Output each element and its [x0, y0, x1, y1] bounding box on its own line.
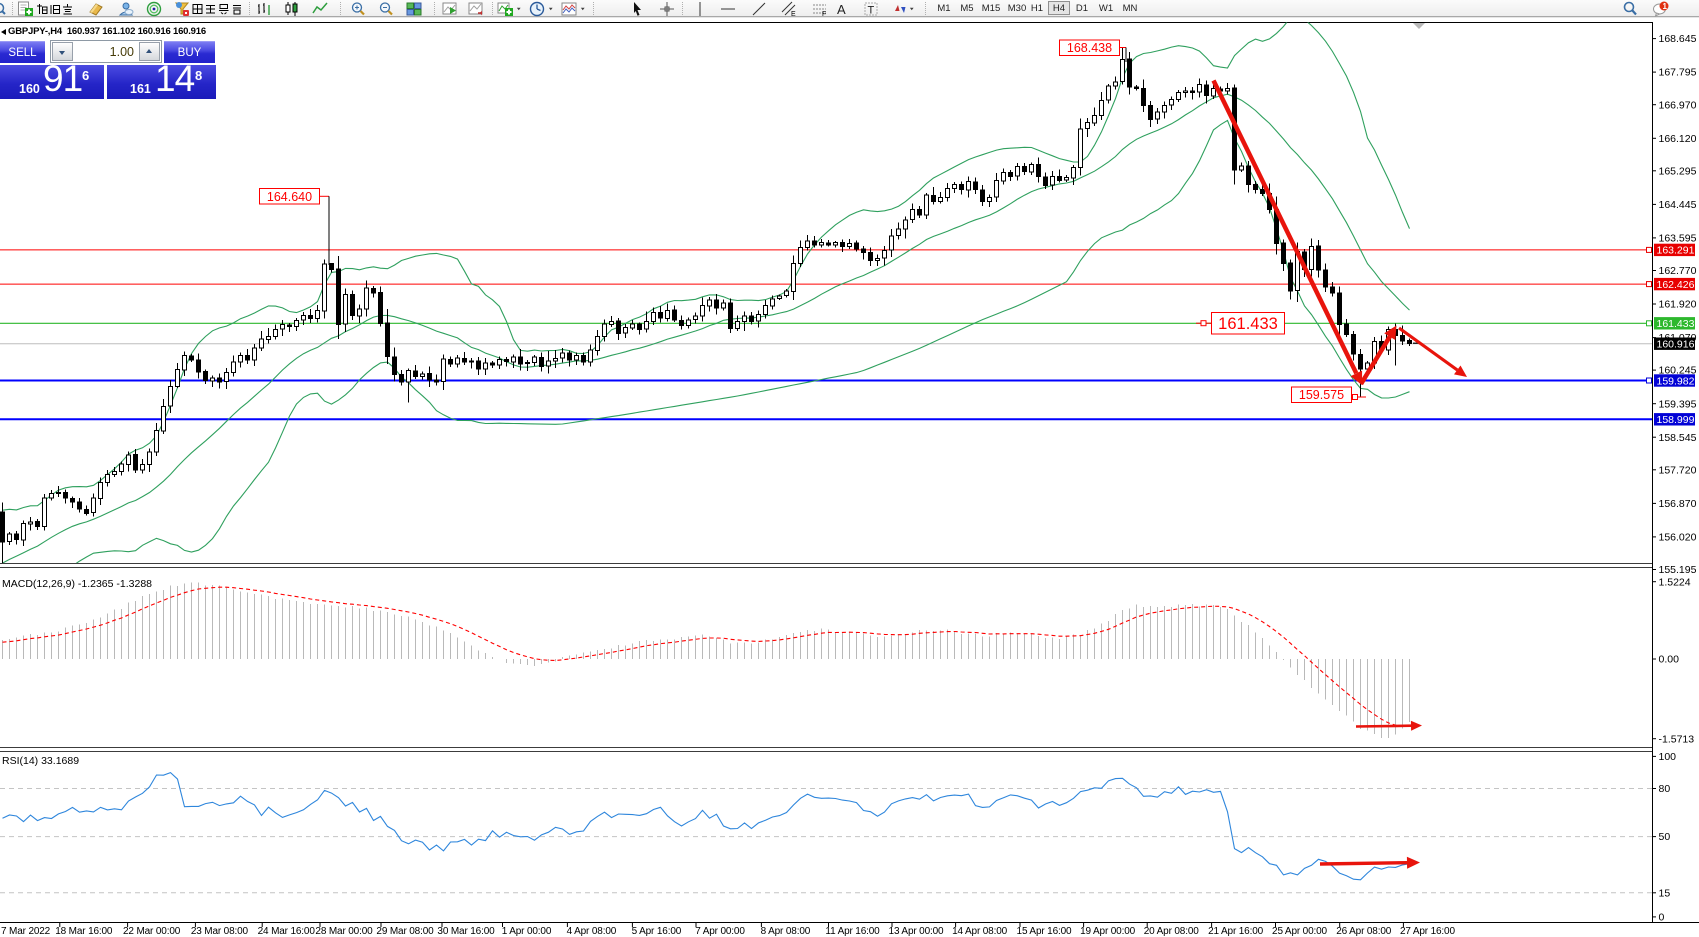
svg-text:160.245: 160.245: [1659, 365, 1697, 377]
svg-text:1: 1: [1663, 2, 1668, 11]
svg-text:163.291: 163.291: [1657, 245, 1695, 257]
svg-text:8 Apr 08:00: 8 Apr 08:00: [761, 926, 811, 937]
svg-text:E: E: [791, 11, 796, 17]
svg-text:0.00: 0.00: [1659, 654, 1680, 666]
svg-text:23 Mar 08:00: 23 Mar 08:00: [191, 926, 249, 937]
svg-text:27 Apr 16:00: 27 Apr 16:00: [1400, 926, 1456, 937]
svg-text:20 Apr 08:00: 20 Apr 08:00: [1144, 926, 1200, 937]
svg-text:163.595: 163.595: [1659, 233, 1697, 245]
svg-text:22 Mar 00:00: 22 Mar 00:00: [123, 926, 181, 937]
svg-text:28 Mar 00:00: 28 Mar 00:00: [315, 926, 373, 937]
svg-text:161.433: 161.433: [1657, 318, 1695, 330]
svg-text:25 Apr 00:00: 25 Apr 00:00: [1272, 926, 1328, 937]
svg-text:164.445: 164.445: [1659, 199, 1697, 211]
svg-text:168.645: 168.645: [1659, 33, 1697, 45]
svg-text:162.426: 162.426: [1657, 279, 1695, 291]
svg-text:-1.5713: -1.5713: [1659, 733, 1695, 745]
svg-text:100: 100: [1659, 751, 1677, 763]
svg-text:T: T: [868, 4, 875, 16]
svg-text:14 Apr 08:00: 14 Apr 08:00: [952, 926, 1008, 937]
svg-text:0: 0: [1659, 912, 1665, 924]
svg-text:A: A: [837, 2, 846, 17]
svg-text:11 Apr 16:00: 11 Apr 16:00: [825, 926, 880, 937]
svg-text:166.120: 166.120: [1659, 133, 1697, 145]
svg-text:162.770: 162.770: [1659, 265, 1697, 277]
svg-text:7 Apr 00:00: 7 Apr 00:00: [695, 926, 745, 937]
svg-text:80: 80: [1659, 783, 1671, 795]
svg-text:158.545: 158.545: [1659, 432, 1697, 444]
svg-text:1 Apr 00:00: 1 Apr 00:00: [502, 926, 552, 937]
svg-text:161.920: 161.920: [1659, 299, 1697, 311]
svg-text:155.195: 155.195: [1659, 564, 1697, 576]
svg-text:158.999: 158.999: [1657, 414, 1695, 426]
svg-text:29 Mar 08:00: 29 Mar 08:00: [376, 926, 434, 937]
svg-text:165.295: 165.295: [1659, 165, 1697, 177]
svg-text:168.438: 168.438: [1067, 41, 1112, 55]
svg-text:166.970: 166.970: [1659, 99, 1697, 111]
svg-text:159.982: 159.982: [1657, 375, 1695, 387]
svg-text:160.916: 160.916: [1657, 339, 1695, 351]
svg-text:18 Mar 16:00: 18 Mar 16:00: [55, 926, 113, 937]
svg-text:26 Apr 08:00: 26 Apr 08:00: [1336, 926, 1392, 937]
svg-text:4 Apr 08:00: 4 Apr 08:00: [567, 926, 617, 937]
svg-text:RSI(14) 33.1689: RSI(14) 33.1689: [2, 755, 79, 767]
svg-text:19 Apr 00:00: 19 Apr 00:00: [1080, 926, 1136, 937]
svg-text:50: 50: [1659, 831, 1671, 843]
svg-text:5 Apr 16:00: 5 Apr 16:00: [632, 926, 682, 937]
svg-text:21 Apr 16:00: 21 Apr 16:00: [1208, 926, 1264, 937]
svg-text:15 Apr 16:00: 15 Apr 16:00: [1017, 926, 1073, 937]
svg-text:30 Mar 16:00: 30 Mar 16:00: [437, 926, 495, 937]
svg-text:7 Mar 2022: 7 Mar 2022: [1, 926, 51, 937]
svg-text:159.575: 159.575: [1299, 388, 1344, 402]
svg-text:24 Mar 16:00: 24 Mar 16:00: [258, 926, 316, 937]
svg-text:15: 15: [1659, 887, 1671, 899]
svg-text:156.870: 156.870: [1659, 498, 1697, 510]
svg-text:156.020: 156.020: [1659, 532, 1697, 544]
svg-text:161.433: 161.433: [1218, 315, 1278, 333]
svg-text:1.5224: 1.5224: [1659, 576, 1691, 588]
svg-text:159.395: 159.395: [1659, 398, 1697, 410]
svg-text:167.795: 167.795: [1659, 67, 1697, 79]
svg-text:13 Apr 00:00: 13 Apr 00:00: [889, 926, 945, 937]
svg-text:F: F: [822, 11, 826, 17]
svg-text:164.640: 164.640: [267, 190, 312, 204]
svg-text:MACD(12,26,9) -1.2365 -1.3288: MACD(12,26,9) -1.2365 -1.3288: [2, 578, 152, 590]
svg-text:157.720: 157.720: [1659, 464, 1697, 476]
